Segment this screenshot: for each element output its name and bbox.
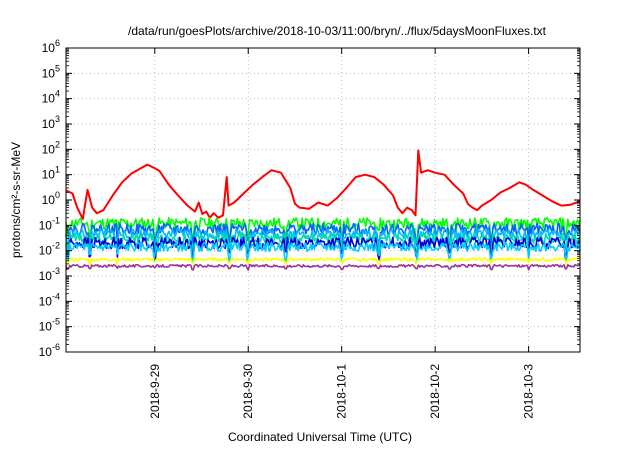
y-axis-title: protons/cm²-s-sr-MeV (9, 142, 23, 258)
x-tick-label: 2018-9-30 (241, 364, 255, 419)
x-tick-label: 2018-10-3 (522, 364, 536, 419)
x-axis-title: Coordinated Universal Time (UTC) (228, 430, 412, 444)
axes: 10-6 10-5 10-4 10-3 10-2 10-1 100 101 102 103 104 1… (39, 38, 580, 419)
y-tick-label: 100 (42, 190, 60, 207)
series-lines (65, 149, 581, 271)
chart-title: /data/run/goesPlots/archive/2018-10-03/1… (128, 24, 547, 38)
y-tick-label: 10-2 (39, 241, 60, 258)
series-line-2 (65, 222, 581, 248)
y-tick-label: 106 (42, 38, 60, 55)
x-tick-label: 2018-10-2 (428, 364, 442, 419)
series-line-8 (65, 263, 581, 271)
series-line-0 (65, 149, 581, 220)
y-tick-label: 105 (42, 63, 60, 80)
series-line-7 (65, 257, 581, 265)
y-tick-label: 104 (42, 89, 60, 106)
series-line-5 (65, 236, 581, 263)
y-tick-label: 101 (42, 165, 60, 182)
y-tick-label: 10-5 (39, 317, 60, 334)
y-tick-label: 102 (42, 139, 60, 156)
y-tick-label: 10-1 (39, 215, 60, 232)
y-tick-label: 103 (42, 114, 60, 131)
series-line-6 (65, 241, 581, 262)
grid-lines (66, 48, 580, 352)
x-tick-label: 2018-9-29 (148, 364, 162, 419)
x-tick-label: 2018-10-1 (335, 364, 349, 419)
y-tick-label: 10-6 (39, 342, 60, 359)
y-tick-label: 10-3 (39, 266, 60, 283)
y-tick-label: 10-4 (39, 291, 60, 308)
